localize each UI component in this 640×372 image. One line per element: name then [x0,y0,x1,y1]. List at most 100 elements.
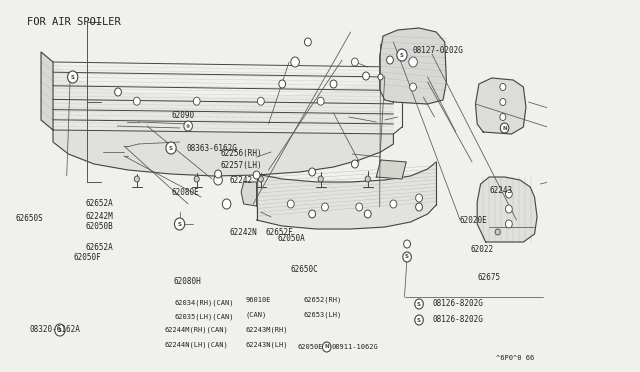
Circle shape [506,220,512,228]
Circle shape [194,176,199,182]
Circle shape [500,83,506,90]
Text: 62652(RH): 62652(RH) [303,297,342,303]
Text: 62242: 62242 [229,176,252,185]
Circle shape [415,315,423,325]
Circle shape [305,38,311,46]
Circle shape [287,200,294,208]
Text: 96010E: 96010E [246,297,271,303]
Text: 62243M(RH): 62243M(RH) [246,327,288,333]
Circle shape [500,99,506,106]
Text: (CAN): (CAN) [246,312,267,318]
Circle shape [55,324,65,336]
Circle shape [308,168,316,176]
Circle shape [279,80,285,88]
Circle shape [330,80,337,88]
Circle shape [257,97,264,105]
Text: 62650S: 62650S [15,214,43,222]
Text: N: N [502,125,507,131]
Circle shape [317,97,324,105]
Circle shape [364,210,371,218]
Text: 08126-8202G: 08126-8202G [433,299,484,308]
Text: S: S [58,327,62,333]
Circle shape [410,83,417,91]
Text: S: S [70,74,75,80]
Polygon shape [376,160,406,179]
Circle shape [214,175,222,185]
Circle shape [415,194,422,202]
Text: 62050B: 62050B [86,221,113,231]
Circle shape [404,240,410,248]
Text: 62242N: 62242N [229,228,257,237]
Polygon shape [476,78,526,134]
Text: N: N [324,344,329,350]
Circle shape [323,342,331,352]
Circle shape [495,229,500,235]
Circle shape [115,88,122,96]
Circle shape [193,97,200,105]
Circle shape [259,176,264,182]
Circle shape [409,57,417,67]
Text: S: S [417,301,421,307]
Text: 62034(RH)(CAN): 62034(RH)(CAN) [175,300,234,306]
Circle shape [363,72,369,80]
Text: 62244N(LH)(CAN): 62244N(LH)(CAN) [164,342,228,348]
Text: 62257(LH): 62257(LH) [221,160,262,170]
Circle shape [253,171,260,179]
Circle shape [291,57,300,67]
Text: 62080E: 62080E [171,187,199,196]
Circle shape [133,97,140,105]
Circle shape [506,190,512,198]
Text: 62652F: 62652F [265,228,293,237]
Circle shape [214,170,221,178]
Text: 08126-8202G: 08126-8202G [433,315,484,324]
Text: 62022: 62022 [470,246,493,254]
Circle shape [415,299,423,309]
Polygon shape [380,28,447,104]
Text: 08363-6162G: 08363-6162G [186,144,237,153]
Text: 08127-0202G: 08127-0202G [412,45,463,55]
Circle shape [356,203,363,211]
Text: ^6P0^0 66: ^6P0^0 66 [496,355,534,361]
Circle shape [387,56,394,64]
Text: 62242M: 62242M [86,212,113,221]
Text: 62652A: 62652A [86,199,113,208]
Polygon shape [477,177,537,242]
Text: 62650C: 62650C [291,266,319,275]
Polygon shape [257,162,436,229]
Circle shape [351,58,358,66]
Text: 62050F: 62050F [74,253,101,263]
Text: 62653(LH): 62653(LH) [303,312,342,318]
Text: 62035(LH)(CAN): 62035(LH)(CAN) [175,314,234,320]
Text: S: S [417,317,421,323]
Circle shape [351,160,358,168]
Text: S: S [400,52,404,58]
Circle shape [166,142,176,154]
Circle shape [134,176,140,182]
Polygon shape [53,130,394,176]
Circle shape [390,200,397,208]
Circle shape [222,199,231,209]
Text: 62652A: 62652A [86,244,113,253]
Circle shape [184,121,193,131]
Circle shape [415,203,422,211]
Circle shape [500,123,509,133]
Text: FOR AIR SPOILER: FOR AIR SPOILER [28,17,121,27]
Circle shape [175,218,185,230]
Polygon shape [41,52,53,130]
Text: 08320-6162A: 08320-6162A [30,326,81,334]
Circle shape [378,74,383,80]
Polygon shape [241,182,257,206]
Circle shape [68,71,78,83]
Text: 62243: 62243 [489,186,512,195]
Circle shape [403,252,412,262]
Text: 62244M(RH)(CAN): 62244M(RH)(CAN) [164,327,228,333]
Text: 62256(RH): 62256(RH) [221,148,262,157]
Circle shape [318,176,323,182]
Circle shape [500,113,506,121]
Text: 62243N(LH): 62243N(LH) [246,342,288,348]
Text: 62050A: 62050A [278,234,306,243]
Circle shape [308,210,316,218]
Text: 62675: 62675 [477,273,500,282]
Circle shape [186,124,190,128]
Text: 62090: 62090 [171,110,194,119]
